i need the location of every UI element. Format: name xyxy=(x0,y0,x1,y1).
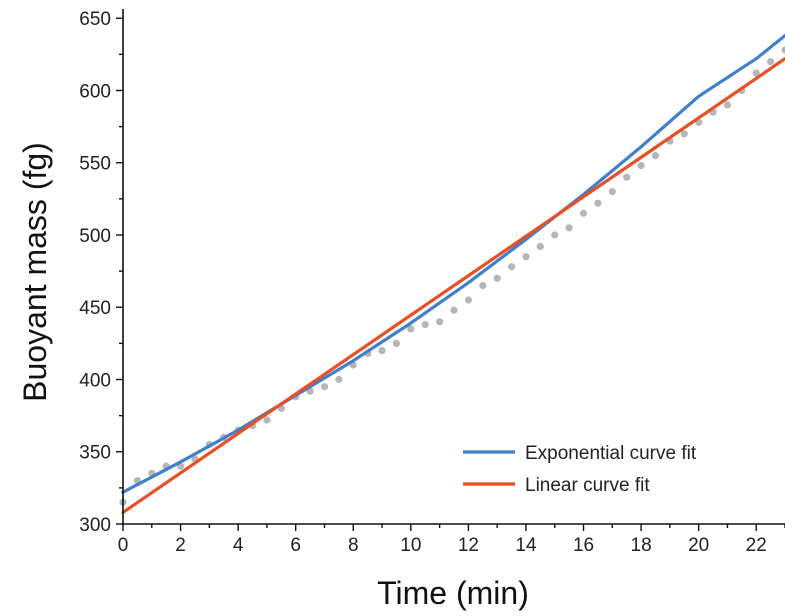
data-point xyxy=(464,296,472,304)
axes: 0 2 4 6 8 10 12 14 16 18 20 22 300 350 400 450 500 550 600… xyxy=(79,9,785,556)
data-point xyxy=(752,69,760,77)
x-tick-label: 12 xyxy=(458,535,479,556)
data-point xyxy=(263,416,271,424)
data-point xyxy=(450,306,458,314)
y-tick-label: 600 xyxy=(79,81,111,102)
scatter-points xyxy=(119,46,785,506)
data-point xyxy=(608,188,616,196)
fit-lines xyxy=(121,34,785,514)
data-point xyxy=(536,242,544,251)
data-point xyxy=(551,231,559,239)
x-tick-label: 8 xyxy=(348,535,359,556)
x-tick-label: 2 xyxy=(175,535,186,556)
data-point xyxy=(378,347,386,355)
data-point xyxy=(392,339,400,347)
x-tick-label: 22 xyxy=(746,535,767,556)
y-tick-label: 500 xyxy=(79,226,111,247)
x-tick-label: 0 xyxy=(118,535,129,556)
x-tick-label: 10 xyxy=(400,535,421,556)
linear-fit-legend-label: Linear curve fit xyxy=(525,475,650,496)
data-point xyxy=(335,375,343,384)
data-point xyxy=(407,325,415,333)
data-point xyxy=(421,321,429,329)
data-point xyxy=(781,46,785,54)
exponential-fit-line xyxy=(121,34,785,494)
data-point xyxy=(522,253,530,261)
y-tick-label: 350 xyxy=(79,443,111,464)
data-point xyxy=(680,130,688,138)
y-tick-label: 450 xyxy=(79,298,111,319)
x-axis-title: Time (min) xyxy=(377,575,529,611)
x-tick-label: 18 xyxy=(631,535,652,556)
y-tick-label: 550 xyxy=(79,154,111,175)
data-point xyxy=(493,274,501,282)
x-tick-label: 6 xyxy=(290,535,301,556)
y-tick-label: 300 xyxy=(79,515,111,536)
legend: Exponential curve fit Linear curve fit xyxy=(463,443,697,496)
y-tick-label: 650 xyxy=(79,9,111,30)
data-point xyxy=(479,282,487,290)
data-point xyxy=(651,151,660,160)
data-point xyxy=(637,162,645,170)
x-tick-label: 20 xyxy=(688,535,709,556)
data-point xyxy=(320,383,329,391)
data-point xyxy=(623,173,631,181)
exponential-fit-legend-label: Exponential curve fit xyxy=(525,443,697,464)
linear-fit-line xyxy=(121,57,785,514)
data-point xyxy=(565,224,573,232)
data-point xyxy=(767,58,775,66)
data-point xyxy=(594,199,602,207)
x-tick-label: 4 xyxy=(233,535,244,556)
data-point xyxy=(723,101,732,109)
data-point xyxy=(508,263,516,271)
x-tick-label: 16 xyxy=(573,535,594,556)
x-tick-label: 14 xyxy=(515,535,537,556)
data-point xyxy=(436,318,444,326)
y-tick-label: 400 xyxy=(79,370,111,391)
y-axis-title: Buoyant mass (fg) xyxy=(17,142,53,402)
data-point xyxy=(579,209,588,217)
